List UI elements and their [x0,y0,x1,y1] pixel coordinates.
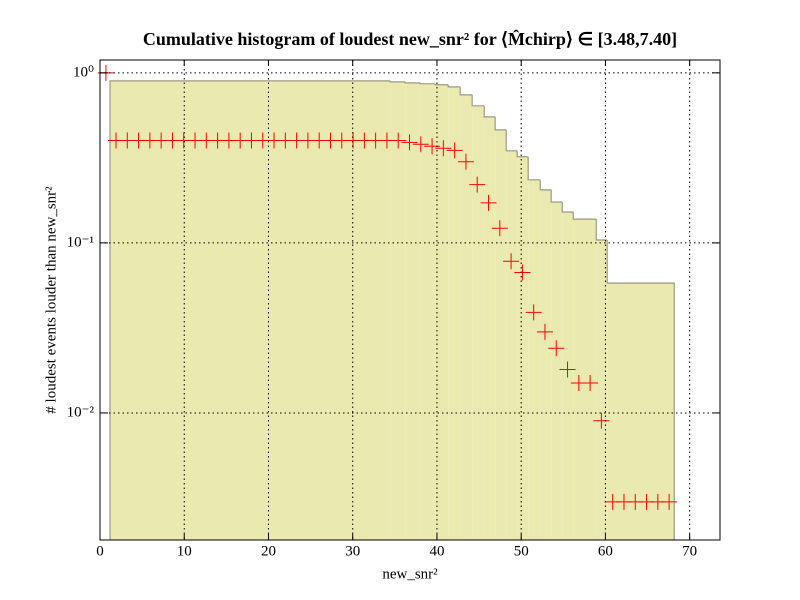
histogram-edge [539,179,552,191]
x-tick-label: 60 [598,543,613,559]
plot-frame [99,59,721,541]
histogram-edge [471,94,485,107]
y-tick-label: 10⁻¹ [67,234,94,250]
histogram-edge [516,150,529,158]
histogram-edge [419,82,436,85]
chart-title: Cumulative histogram of loudest new_snr²… [143,29,677,49]
plot-area [97,60,720,541]
histogram-bar [484,116,496,540]
scatter-marker [593,412,610,429]
histogram-edge [550,189,563,203]
histogram-bar [540,189,552,541]
histogram-bar [517,156,529,541]
y-tick-label: 10⁻² [67,404,95,420]
histogram-edge [109,80,391,540]
histogram-edge [606,240,675,540]
scatter-marker [435,140,452,157]
histogram-edge [483,105,496,118]
histogram-bar [573,219,597,540]
x-tick-label: 50 [514,543,529,559]
scatter-marker [503,253,520,270]
histogram-edge [572,211,597,220]
histogram-bar [405,82,421,541]
scatter-marker [559,361,576,378]
histogram-bar [596,240,608,540]
histogram-bar [607,283,675,540]
scatter-marker [582,375,599,392]
histogram-bar [506,150,518,540]
histogram-bar [110,80,391,540]
histogram-edge [447,84,461,88]
histogram-bar [390,81,406,541]
histogram-bar [495,129,507,541]
scatter-marker [536,323,553,340]
x-tick-label: 20 [261,543,276,559]
histogram-edge [595,219,608,241]
scatter-marker [525,304,542,321]
scatter-marker [491,220,508,237]
histogram-edge [434,83,449,86]
histogram-bar [551,201,563,540]
scatter-marker [548,340,565,357]
x-tick-label: 30 [345,543,360,559]
x-tick-label: 40 [429,543,444,559]
x-tick-label: 10 [177,543,192,559]
scatter-marker [469,176,486,193]
y-tick-label: 10⁰ [73,64,94,80]
scatter-marker [480,194,497,211]
histogram-bar [435,84,449,541]
histogram-bar [420,83,436,541]
histogram-edge [494,116,507,131]
x-tick-label: 70 [682,543,697,559]
scatter-marker [412,136,429,153]
scatter-marker [661,493,678,510]
histogram-edge [527,156,541,181]
histogram-edge [505,129,518,152]
histogram-edge [561,201,574,213]
scatter-marker [457,153,474,170]
scatter-marker [390,132,407,149]
y-axis-label: # loudest events louder than new_snr² [43,186,59,414]
histogram-edge [404,81,421,84]
histogram-bar [448,86,461,540]
histogram-bar [472,105,485,540]
histogram-bar [528,179,541,541]
scatter-marker [401,134,418,151]
x-axis-label: new_snr² [382,566,438,582]
histogram-edge [459,86,473,96]
x-tick-label: 0 [96,543,104,559]
histogram-bar [460,94,473,540]
scatter-marker [514,264,531,281]
scatter-marker [446,142,463,159]
histogram-edge [389,80,406,83]
